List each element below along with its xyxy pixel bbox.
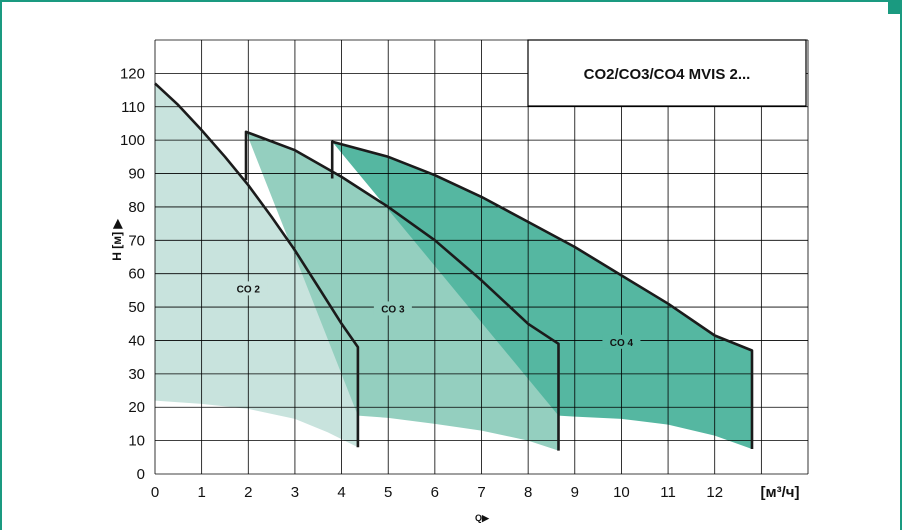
title-box: CO2/CO3/CO4 MVIS 2... bbox=[527, 39, 807, 107]
series-label-bg bbox=[229, 281, 268, 296]
series-label-3: CO 3 bbox=[381, 304, 405, 315]
y-tick-label: 60 bbox=[128, 266, 145, 283]
x-tick-label: 3 bbox=[291, 484, 299, 501]
y-tick-label: 120 bbox=[120, 65, 145, 82]
boundary-curve-3 bbox=[244, 130, 560, 451]
series-label-bg bbox=[373, 301, 412, 316]
x-tick-label: 12 bbox=[706, 484, 723, 501]
x-tick-label: 6 bbox=[431, 484, 439, 501]
y-tick-label: 40 bbox=[128, 332, 145, 349]
y-tick-label: 50 bbox=[128, 299, 145, 316]
y-tick-label: 80 bbox=[128, 199, 145, 216]
x-tick-label: 9 bbox=[571, 484, 579, 501]
x-tick-label: 4 bbox=[337, 484, 345, 501]
x-tick-label: 11 bbox=[660, 484, 676, 501]
x-tick-label: 8 bbox=[524, 484, 532, 501]
series-label-bg bbox=[602, 334, 641, 349]
y-tick-label: 70 bbox=[128, 232, 145, 249]
y-tick-label: 100 bbox=[120, 132, 145, 149]
series-area-4 bbox=[332, 141, 752, 450]
x-tick-label: 7 bbox=[477, 484, 485, 501]
boundary-curve-4 bbox=[330, 140, 754, 449]
y-tick-label: 0 bbox=[137, 466, 145, 483]
x-tick-label: 5 bbox=[384, 484, 392, 501]
y-axis-title: H [м] ▶ bbox=[110, 219, 124, 261]
x-tick-label: 10 bbox=[613, 484, 630, 501]
corner-tab bbox=[888, 2, 900, 14]
x-tick-label: 2 bbox=[244, 484, 252, 501]
chart-title: CO2/CO3/CO4 MVIS 2... bbox=[584, 66, 751, 83]
x-tick-label: 1 bbox=[197, 484, 205, 501]
y-tick-label: 20 bbox=[128, 399, 145, 416]
series-area-3 bbox=[246, 131, 559, 451]
series-label-4: CO 4 bbox=[610, 338, 634, 349]
y-tick-label: 30 bbox=[128, 366, 145, 383]
x-axis-title: Q▶ bbox=[475, 513, 490, 523]
x-tick-label: 0 bbox=[151, 484, 159, 501]
boundary-curve-2 bbox=[154, 82, 360, 448]
y-tick-label: 110 bbox=[121, 99, 145, 116]
y-tick-label: 90 bbox=[128, 166, 145, 183]
series-label-2: CO 2 bbox=[237, 284, 261, 295]
x-axis-unit-label: [м³/ч] bbox=[761, 484, 800, 501]
y-tick-label: 10 bbox=[128, 433, 145, 450]
series-area-2 bbox=[155, 83, 358, 448]
